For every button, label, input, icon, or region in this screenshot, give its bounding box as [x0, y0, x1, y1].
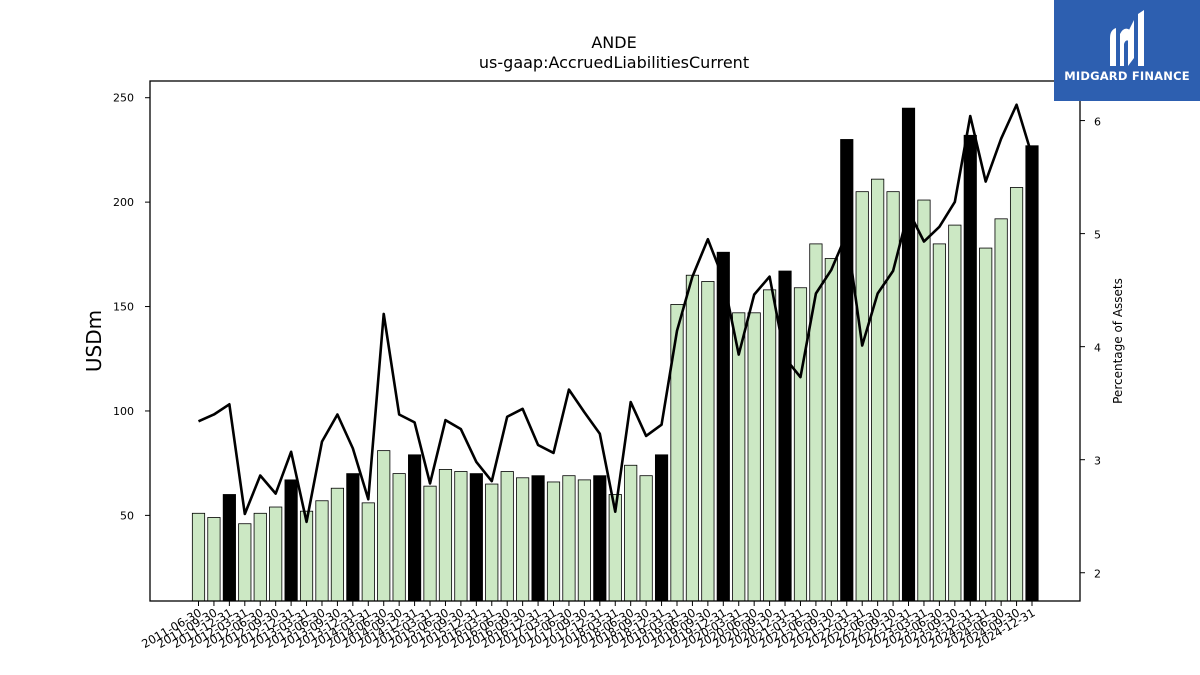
bar-2023-03-31: [917, 199, 931, 602]
y-tick-label: 50: [120, 509, 134, 522]
bar-2015-09-30: [454, 471, 468, 602]
bar-2024-12-31: [1025, 145, 1039, 602]
bar-2021-12-31: [840, 139, 854, 602]
bar-2019-06-30: [685, 274, 700, 602]
bar-2012-12-31: [284, 479, 298, 602]
bar-2022-06-30: [871, 178, 885, 602]
bar-2020-03-31: [732, 312, 746, 602]
bar-2014-12-31: [408, 454, 422, 602]
chart-subtitle: us-gaap:AccruedLiabilitiesCurrent: [479, 53, 749, 72]
chart-title: ANDE: [591, 33, 636, 52]
y-tick-label: 150: [113, 301, 134, 314]
y-tick-label: 200: [113, 196, 134, 209]
bar-2011-06-30: [191, 512, 206, 602]
bar-2021-09-30: [824, 258, 838, 602]
bar-2023-09-30: [948, 224, 962, 602]
bar-2013-03-31: [299, 510, 314, 602]
bar-2016-06-30: [500, 471, 514, 602]
bar-2012-03-31: [238, 523, 252, 602]
bar-2022-12-31: [901, 107, 916, 602]
bar-2017-03-31: [546, 481, 561, 602]
y2-tick-label: 5: [1094, 229, 1101, 242]
bar-2012-09-30: [269, 506, 283, 602]
y-tick-label: 100: [113, 405, 134, 418]
bar-2016-12-31: [531, 475, 545, 602]
bar-2014-03-31: [361, 502, 375, 602]
bar-2018-06-30: [624, 464, 638, 602]
bar-2021-03-31: [793, 287, 808, 602]
midgard-finance-logo: MIDGARD FINANCE: [1054, 0, 1200, 101]
line-layer: [197, 103, 1034, 524]
bar-2018-09-30: [639, 475, 653, 602]
y2-tick-label: 3: [1094, 455, 1101, 468]
bar-2015-12-31: [469, 473, 483, 602]
bar-2020-12-31: [778, 270, 792, 602]
y2-tick-label: 4: [1094, 342, 1101, 355]
bar-2019-03-31: [670, 304, 684, 602]
logo-text: MIDGARD FINANCE: [1064, 69, 1190, 83]
bar-2024-09-30: [1009, 187, 1024, 602]
bar-2013-12-31: [346, 473, 360, 602]
y2-tick-label: 6: [1094, 116, 1101, 129]
bar-2011-12-31: [222, 494, 236, 602]
bar-2020-06-30: [747, 312, 761, 602]
bar-2014-09-30: [392, 473, 406, 602]
bar-2023-06-30: [932, 243, 946, 602]
bar-2014-06-30: [377, 450, 391, 602]
series-line-percentage-of-assets: [197, 103, 1034, 524]
bar-2024-06-30: [994, 218, 1008, 602]
midgard-m-logo-icon: [1110, 10, 1144, 67]
bar-2017-09-30: [577, 479, 591, 602]
bar-2015-06-30: [438, 469, 453, 602]
bar-2016-09-30: [516, 477, 530, 602]
bar-2013-06-30: [315, 500, 329, 602]
bar-2019-09-30: [701, 281, 715, 602]
bar-2013-09-30: [330, 487, 344, 602]
y2-axis-label: Percentage of Assets: [1111, 278, 1125, 404]
bar-2020-09-30: [763, 289, 777, 602]
bar-2012-06-30: [253, 512, 267, 602]
bar-2023-12-31: [963, 134, 977, 602]
y2-tick-label: 2: [1094, 568, 1101, 581]
bar-2024-03-31: [979, 247, 993, 602]
bar-2016-03-31: [485, 483, 499, 602]
y-tick-label: 250: [113, 92, 134, 105]
bar-2018-12-31: [654, 454, 669, 602]
bar-2011-09-30: [207, 517, 221, 602]
bar-2017-12-31: [593, 475, 607, 602]
bars-layer: [191, 107, 1039, 602]
bar-2015-03-31: [423, 485, 437, 602]
bar-2022-03-31: [855, 191, 869, 602]
bar-2017-06-30: [562, 475, 576, 602]
y-axis-label: USDm: [82, 310, 106, 372]
